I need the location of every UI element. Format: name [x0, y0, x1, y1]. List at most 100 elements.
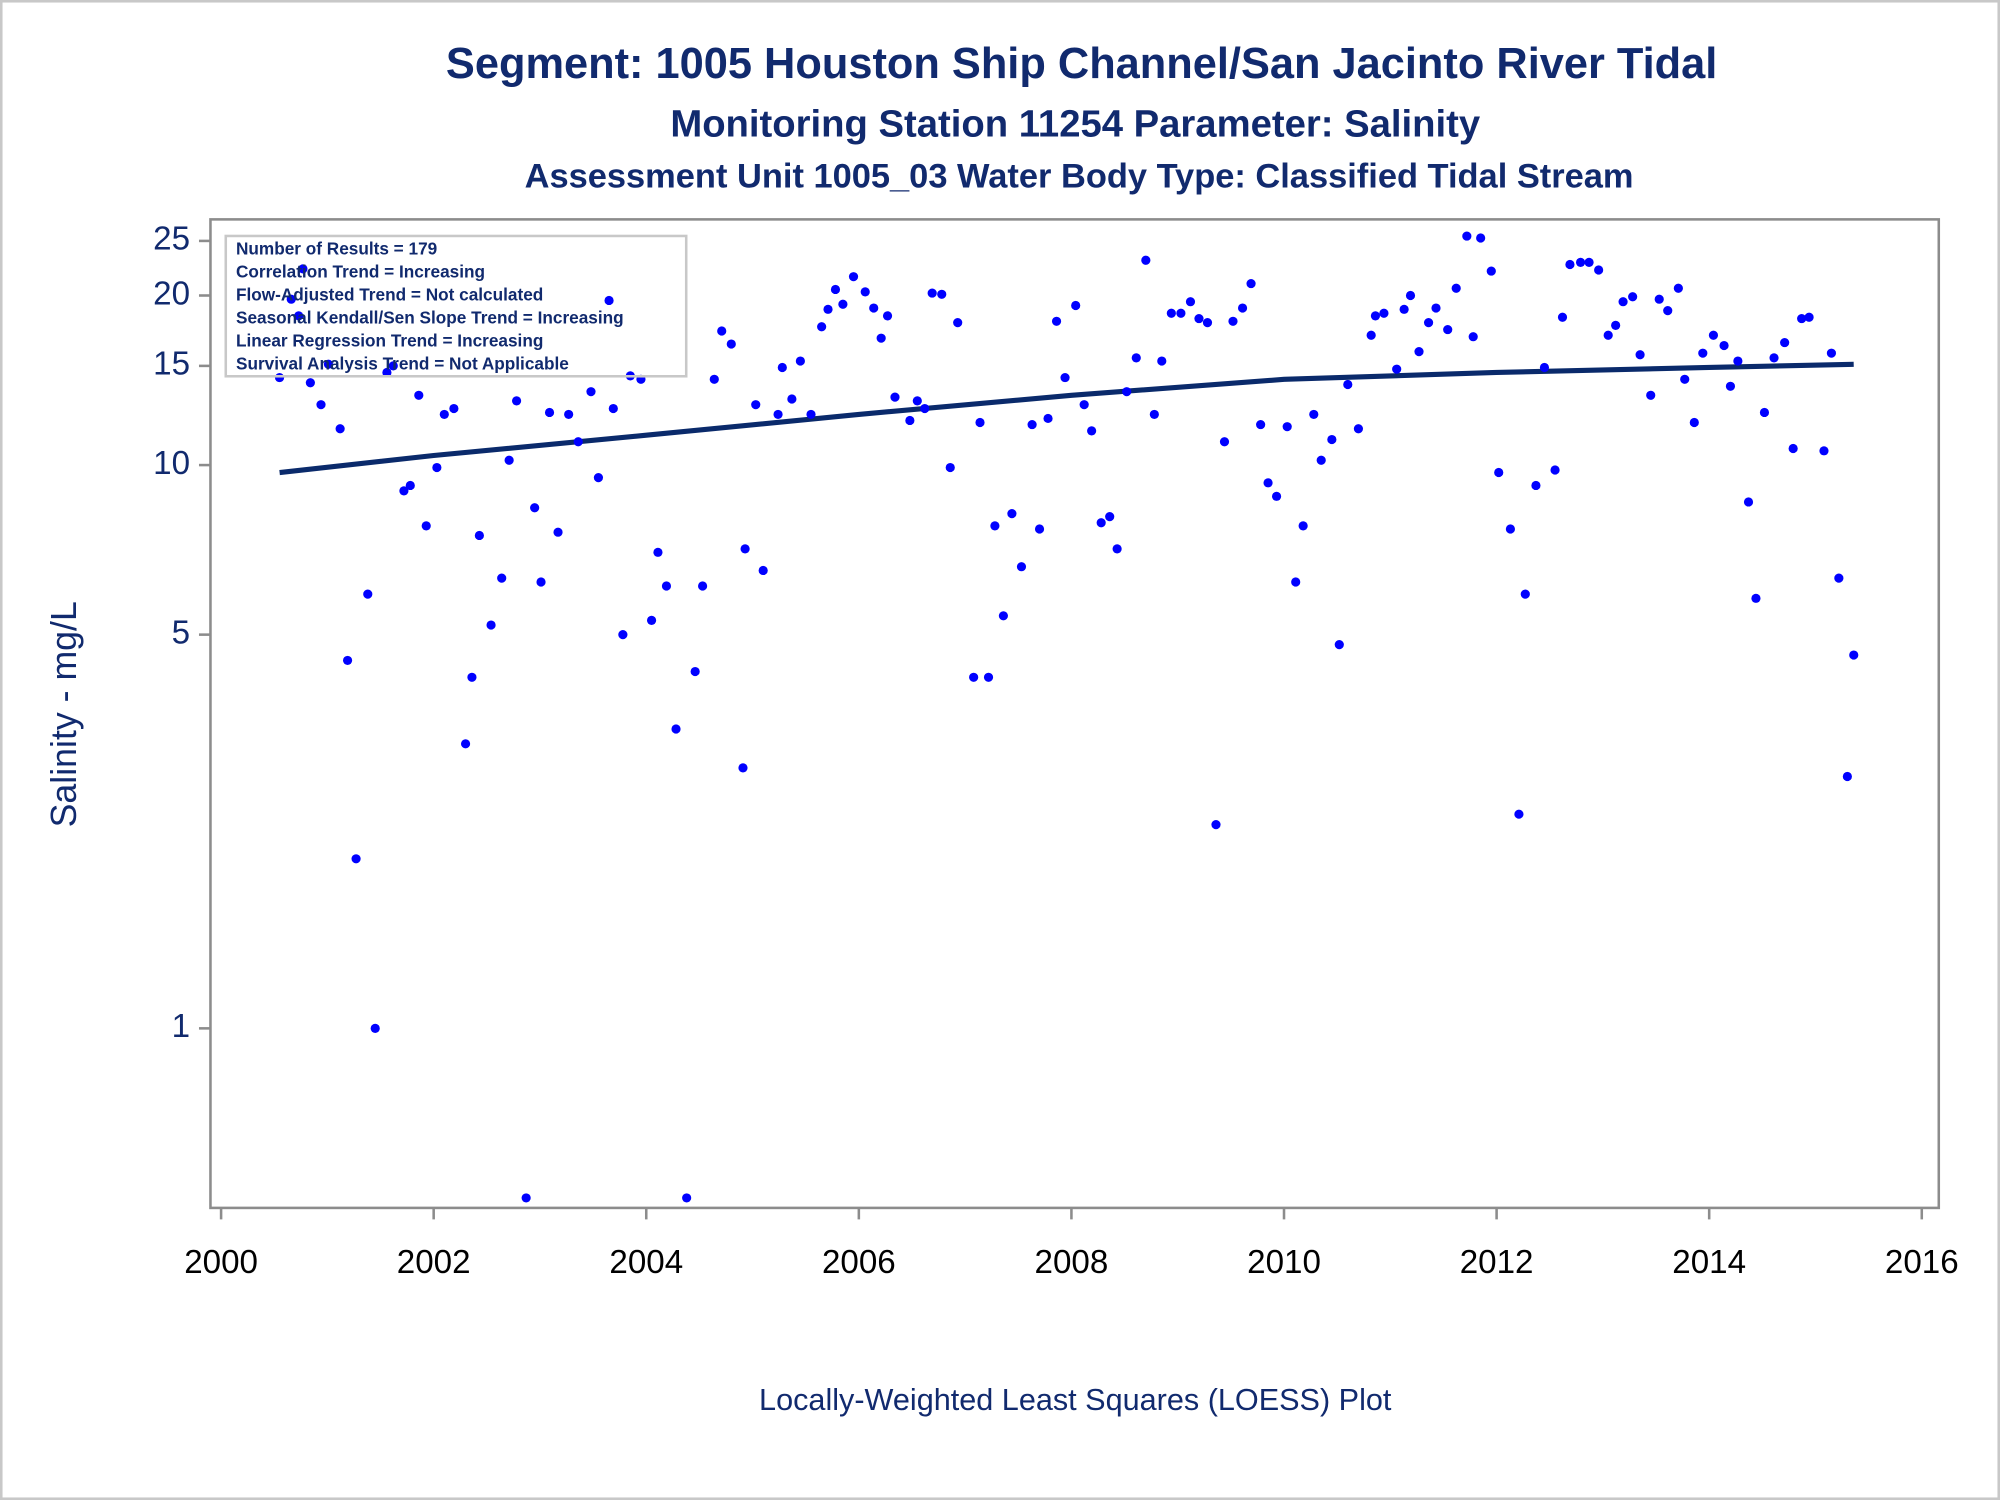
data-point [530, 503, 540, 513]
data-point [363, 589, 373, 599]
data-point [953, 318, 963, 328]
data-point [1494, 467, 1504, 478]
data-point [937, 289, 947, 299]
data-point [1343, 379, 1353, 390]
data-point [1520, 589, 1530, 599]
data-point [593, 473, 604, 483]
data-point [1256, 419, 1266, 430]
x-axis-label: Locally-Weighted Least Squares (LOESS) P… [759, 1383, 1392, 1417]
data-point [998, 611, 1008, 621]
data-point [1628, 292, 1638, 302]
data-point [1202, 318, 1213, 328]
data-point [1689, 417, 1699, 428]
data-point [1431, 303, 1441, 313]
data-point [1051, 316, 1062, 326]
data-point [905, 415, 915, 426]
data-point [709, 374, 719, 384]
data-point [817, 322, 827, 332]
data-point [1079, 400, 1089, 410]
data-point [1219, 437, 1230, 447]
data-point [286, 294, 296, 304]
data-point [1743, 497, 1754, 507]
data-point [690, 666, 700, 677]
data-point [1271, 491, 1282, 501]
data-point [1788, 443, 1798, 454]
x-tick-label: 2002 [397, 1244, 471, 1281]
data-point [1316, 455, 1326, 465]
data-point [1237, 303, 1248, 313]
annotation-line: Flow-Adjusted Trend = Not calculated [236, 284, 543, 304]
y-tick-label: 1 [172, 1008, 190, 1045]
data-point [1505, 524, 1516, 534]
data-point [521, 1193, 531, 1203]
data-point [564, 409, 574, 420]
y-tick-label: 5 [172, 614, 190, 651]
data-point [876, 333, 886, 343]
data-point [405, 480, 415, 491]
data-point [1462, 231, 1472, 241]
data-point [787, 394, 797, 404]
data-point [1096, 518, 1106, 528]
x-tick-label: 2014 [1672, 1244, 1746, 1281]
data-point [1550, 465, 1560, 475]
data-point [1635, 350, 1645, 360]
data-point [740, 544, 750, 554]
data-point [544, 407, 555, 418]
data-point [1759, 407, 1770, 418]
data-point [335, 424, 345, 434]
data-point [1353, 424, 1364, 434]
data-point [1060, 372, 1070, 383]
data-point [460, 739, 471, 749]
data-point [1131, 353, 1141, 363]
data-point [1327, 434, 1337, 445]
data-point [653, 547, 663, 557]
y-tick-label: 10 [153, 445, 190, 482]
data-point [646, 615, 657, 625]
data-point [553, 527, 563, 537]
data-point [1034, 524, 1045, 534]
y-axis-label: Salinity - mg/L [44, 601, 84, 827]
data-point [1584, 257, 1594, 267]
data-point [1392, 364, 1402, 374]
data-point [1476, 233, 1486, 243]
data-point [1849, 650, 1859, 660]
data-point [1842, 771, 1852, 782]
data-point [890, 392, 900, 402]
data-point [432, 462, 442, 473]
data-point [1780, 337, 1790, 348]
data-point [738, 763, 748, 773]
data-point [618, 630, 628, 640]
data-point [860, 287, 870, 297]
data-point [573, 437, 583, 447]
data-point [439, 409, 449, 420]
data-point [1141, 255, 1151, 265]
x-tick-label: 2006 [822, 1244, 896, 1281]
data-point [305, 378, 315, 388]
data-point [1603, 330, 1613, 340]
data-point [682, 1193, 692, 1203]
data-point [969, 672, 979, 682]
data-point [758, 565, 768, 576]
data-point [1769, 353, 1779, 363]
data-point [1819, 446, 1829, 456]
data-point [1105, 512, 1115, 522]
plot-frame [209, 218, 1941, 1210]
data-point [511, 396, 522, 406]
data-point [945, 462, 955, 473]
x-tick-label: 2000 [184, 1244, 258, 1281]
data-point [274, 372, 285, 383]
data-point [1414, 347, 1424, 357]
data-point [536, 577, 546, 587]
annotation-line: Correlation Trend = Increasing [236, 262, 485, 282]
data-point [1122, 387, 1132, 397]
data-point [351, 854, 361, 864]
data-point [773, 409, 783, 420]
annotation-line: Survival Analysis Trend = Not Applicable [236, 353, 569, 373]
data-point [1366, 330, 1376, 340]
data-point [920, 403, 930, 414]
data-point [1443, 324, 1453, 335]
data-point [1514, 809, 1524, 819]
data-point [777, 362, 787, 373]
data-point [1291, 577, 1301, 587]
